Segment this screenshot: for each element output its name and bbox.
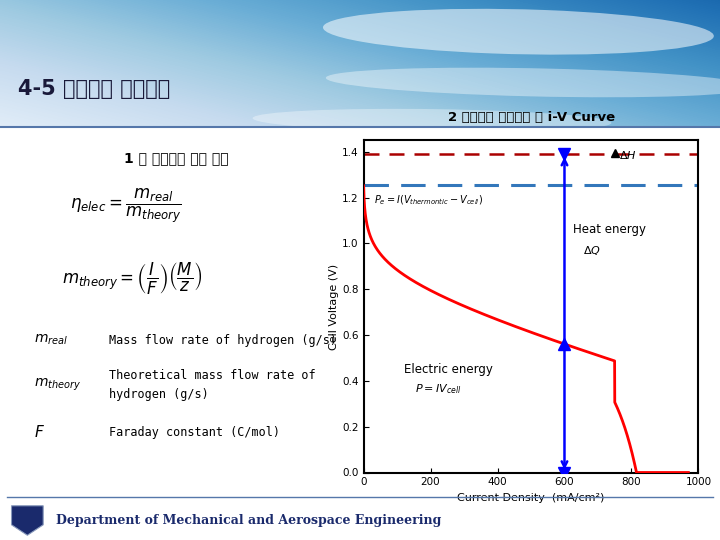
Text: $F$: $F$ [35,424,45,440]
Text: $m_{theory}$: $m_{theory}$ [35,376,81,393]
Text: $\Delta Q$: $\Delta Q$ [583,244,600,257]
Text: $m_{theory} = \left(\dfrac{I}{F}\right)\left(\dfrac{M}{z}\right)$: $m_{theory} = \left(\dfrac{I}{F}\right)\… [63,260,202,296]
Ellipse shape [326,68,720,97]
Text: 2 연료전지 효율계산 및 i-V Curve: 2 연료전지 효율계산 및 i-V Curve [448,111,615,124]
Polygon shape [12,506,43,535]
Ellipse shape [253,109,611,132]
Text: $P_e = I(V_{thermontic} - V_{cell})$: $P_e = I(V_{thermontic} - V_{cell})$ [374,193,482,207]
Y-axis label: Cell Voltage (V): Cell Voltage (V) [329,264,339,349]
Text: Theoretical mass flow rate of: Theoretical mass flow rate of [109,369,315,382]
Text: hydrogen (g/s): hydrogen (g/s) [109,388,209,401]
Text: $\Delta H$: $\Delta H$ [618,149,636,161]
Text: $P = IV_{cell}$: $P = IV_{cell}$ [415,382,462,396]
Text: 1 물 전기분해 효율 계산: 1 물 전기분해 효율 계산 [124,151,229,165]
Text: $m_{real}$: $m_{real}$ [35,333,68,347]
Text: 4-5 연료전지 실험진행: 4-5 연료전지 실험진행 [18,79,170,99]
Ellipse shape [323,9,714,55]
Text: Mass flow rate of hydrogen (g/s): Mass flow rate of hydrogen (g/s) [109,334,337,347]
X-axis label: Current Density  (mA/cm²): Current Density (mA/cm²) [457,493,605,503]
Text: Faraday constant (C/mol): Faraday constant (C/mol) [109,426,280,438]
Text: Department of Mechanical and Aerospace Engineering: Department of Mechanical and Aerospace E… [56,514,441,526]
Text: Electric energy: Electric energy [404,363,492,376]
Text: $\eta_{elec} = \dfrac{m_{real}}{m_{theory}}$: $\eta_{elec} = \dfrac{m_{real}}{m_{theor… [70,186,181,225]
Text: Heat energy: Heat energy [573,223,646,236]
